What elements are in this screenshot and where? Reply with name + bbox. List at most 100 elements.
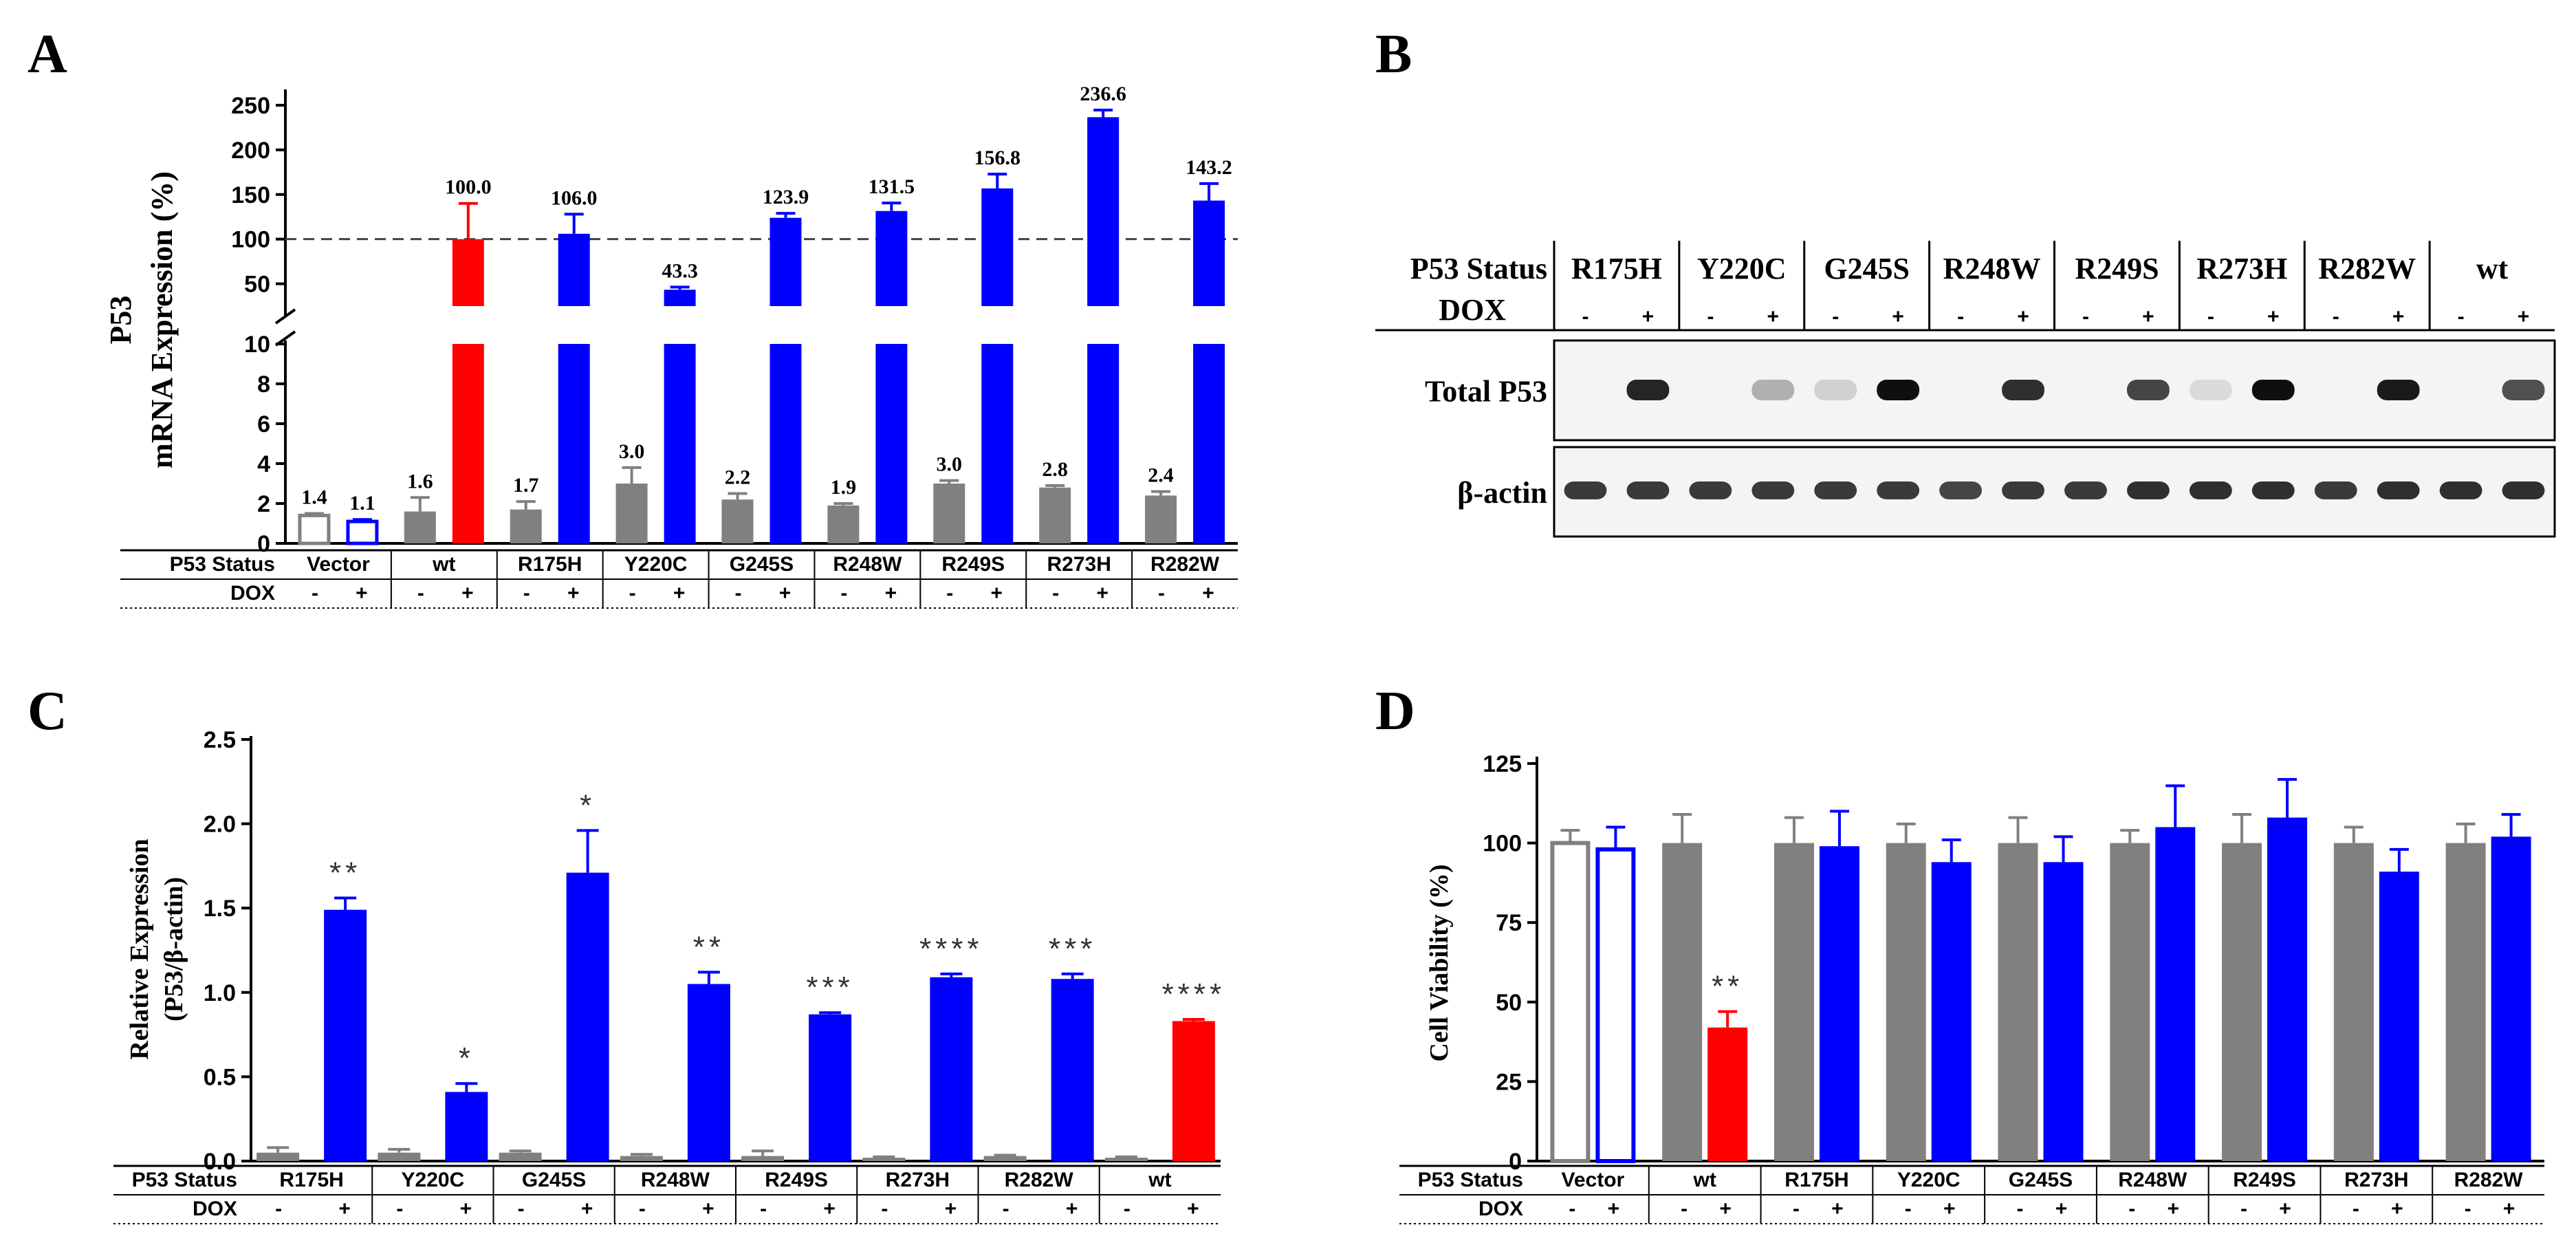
dox-plus: +	[1066, 1198, 1078, 1220]
dox-plus: +	[2391, 1198, 2403, 1220]
dox-minus: -	[2458, 305, 2465, 328]
y-axis-title-line2: mRNA Expression (%)	[145, 171, 179, 468]
bar	[2043, 862, 2084, 1161]
bar	[1662, 843, 1703, 1161]
dox-minus: -	[1832, 305, 1839, 328]
data-label: 2.4	[1148, 464, 1174, 487]
significance-marker: ****	[1162, 977, 1226, 1011]
bar-lower-segment	[875, 344, 908, 543]
y-tick-label: 6	[257, 411, 270, 437]
panel-letter-d: D	[1375, 681, 1415, 741]
significance-marker: **	[1712, 970, 1743, 1004]
dox-plus: +	[945, 1198, 957, 1220]
dox-plus: +	[461, 582, 474, 605]
row-label-dox: DOX	[230, 582, 275, 605]
western-blot-b: P53 Status DOX R175H - + Y220C - + G245S - + R248W -…	[1375, 241, 2556, 538]
significance-marker: *	[580, 788, 596, 822]
y-tick-label: 2	[257, 491, 270, 517]
row-label-p53-status: P53 Status	[132, 1169, 237, 1191]
data-label: 2.2	[725, 466, 751, 489]
bar	[827, 505, 860, 543]
dox-minus: -	[396, 1198, 403, 1220]
row-label-dox: DOX	[193, 1198, 237, 1220]
bar-upper-segment	[664, 290, 696, 306]
chart-c: Relative Expression (P53/β-actin) 0.0 0.5 1.…	[113, 727, 1226, 1224]
dox-plus: +	[1831, 1198, 1844, 1220]
bar-upper-segment	[769, 217, 802, 306]
dox-minus: -	[312, 582, 318, 605]
dox-minus: -	[1003, 1198, 1009, 1220]
dox-plus: +	[2503, 1198, 2515, 1220]
blot-label-total-p53: Total P53	[1425, 375, 1547, 409]
bar	[2222, 843, 2262, 1161]
dox-minus: -	[1052, 582, 1059, 605]
dox-minus: -	[946, 582, 953, 605]
group-label: R249S	[2233, 1169, 2296, 1191]
dox-plus: +	[1642, 305, 1655, 328]
dox-minus: -	[1681, 1198, 1688, 1220]
blot-band	[2189, 481, 2232, 499]
y-axis-title-line2: (P53/β-actin)	[160, 877, 188, 1021]
axis-break-mark	[274, 308, 296, 325]
y-tick-label: 2.0	[204, 812, 236, 838]
group-label: R282W	[2454, 1169, 2524, 1191]
bar	[1145, 495, 1177, 543]
bar-lower-segment	[452, 344, 484, 543]
bar-hollow	[1595, 847, 1636, 1164]
dox-plus: +	[1719, 1198, 1732, 1220]
data-label: 43.3	[662, 259, 698, 282]
bar	[615, 484, 648, 543]
panel-letter-c: C	[28, 681, 67, 741]
dox-plus: +	[2392, 305, 2405, 328]
blot-band	[1939, 481, 1983, 499]
blot-band	[1751, 481, 1795, 499]
chart-d: Cell Viability (%) 0 25 50 75 100 125 ** P53 Sta…	[1399, 751, 2544, 1224]
blot-band	[2189, 380, 2232, 400]
blot-band	[2126, 481, 2170, 499]
blot-band	[2002, 481, 2044, 499]
dox-minus: -	[840, 582, 847, 605]
dox-minus: -	[1707, 305, 1714, 328]
dox-minus: -	[1905, 1198, 1912, 1220]
bar-lower-segment	[558, 344, 590, 543]
group-label: Y220C	[1897, 1169, 1961, 1191]
bar	[378, 1152, 421, 1161]
row-label-p53-status: P53 Status	[1410, 252, 1547, 285]
bar-hollow	[346, 519, 379, 545]
group-label: G245S	[730, 553, 794, 576]
significance-marker: ***	[1049, 932, 1096, 966]
dox-plus: +	[991, 582, 1003, 605]
y-tick-label: 100	[1483, 831, 1522, 857]
bar	[1039, 487, 1071, 543]
data-label: 1.4	[301, 486, 327, 509]
bar	[2333, 843, 2374, 1161]
group-label: G245S	[1824, 252, 1910, 285]
blot-band	[1689, 481, 1732, 499]
group-label: R248W	[1943, 252, 2041, 285]
blot-band	[2064, 481, 2107, 499]
bar	[404, 511, 436, 543]
blot-band	[2126, 380, 2170, 400]
group-label: R175H	[1571, 252, 1662, 285]
dox-plus: +	[2055, 1198, 2068, 1220]
group-label: Y220C	[1697, 252, 1787, 285]
bar-lower-segment	[1087, 344, 1120, 543]
blot-band	[1814, 380, 1857, 400]
blot-band	[1814, 481, 1857, 499]
blot-band	[2377, 481, 2420, 499]
bar	[1707, 1027, 1748, 1161]
y-tick-label: 250	[231, 93, 270, 119]
bar	[2491, 836, 2531, 1161]
group-label: R282W	[2318, 252, 2416, 285]
dox-plus: +	[1608, 1198, 1620, 1220]
y-tick-label: 200	[231, 138, 270, 164]
y-tick-label: 1.0	[204, 980, 236, 1006]
dox-plus: +	[1767, 305, 1780, 328]
blot-band	[2314, 481, 2357, 499]
dox-plus: +	[2279, 1198, 2291, 1220]
dox-plus: +	[1943, 1198, 1956, 1220]
blot-band	[1877, 481, 1920, 499]
bar	[741, 1156, 785, 1161]
bar	[687, 984, 730, 1161]
dox-plus: +	[460, 1198, 472, 1220]
